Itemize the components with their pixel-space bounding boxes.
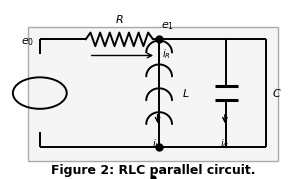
Text: $C$: $C$ <box>272 87 282 99</box>
Text: $e_1$: $e_1$ <box>161 20 174 32</box>
Text: $R$: $R$ <box>115 13 124 25</box>
FancyBboxPatch shape <box>28 27 278 161</box>
Text: Figure 2: RLC parallel circuit.: Figure 2: RLC parallel circuit. <box>51 165 255 177</box>
Text: $i_L$: $i_L$ <box>152 137 160 151</box>
Text: $i_C$: $i_C$ <box>220 137 230 151</box>
Text: $e_0$: $e_0$ <box>21 37 34 48</box>
Text: $L$: $L$ <box>182 87 190 99</box>
Text: $i_R$: $i_R$ <box>162 47 171 61</box>
